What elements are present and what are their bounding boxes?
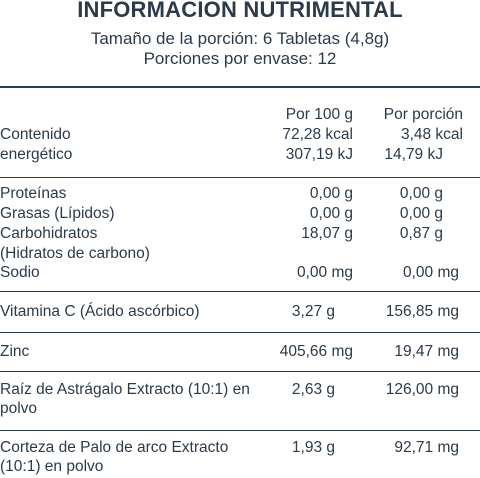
zinc-label: Zinc xyxy=(0,343,30,360)
pau-darco-label: Corteza de Palo de arco Extracto xyxy=(0,439,229,456)
astragalus-label-line2: polvo xyxy=(0,400,38,417)
macro-per-100g: 0,00 mg xyxy=(296,264,353,281)
energy-label-line2: energético xyxy=(0,146,73,163)
astragalus-per-serving: 126,00 mg xyxy=(385,381,459,398)
energy-kj-serving: 14,79 kJ xyxy=(384,146,443,163)
macro-label: Proteínas xyxy=(0,185,67,202)
macro-per-serving: 0,00 g xyxy=(399,185,443,202)
energy-kj-100g: 307,19 kJ xyxy=(285,146,353,163)
macro-per-serving: 0,87 g xyxy=(399,225,443,242)
energy-kcal-100g: 72,28 kcal xyxy=(282,126,353,143)
pau-darco-per-100g: 1,93 g xyxy=(291,439,335,456)
macro-label: Sodio xyxy=(0,264,40,281)
pau-darco-label-line2: (10:1) en polvo xyxy=(0,458,104,475)
macro-label: Carbohidratos xyxy=(0,225,98,242)
zinc-per-serving: 19,47 mg xyxy=(394,343,459,360)
divider xyxy=(0,332,480,333)
serving-size: Tamaño de la porción: 6 Tabletas (4,8g) xyxy=(90,29,390,48)
zinc-per-100g: 405,66 mg xyxy=(279,343,353,360)
divider xyxy=(0,291,480,292)
pau-darco-per-serving: 92,71 mg xyxy=(394,439,459,456)
macro-label: Grasas (Lípidos) xyxy=(0,205,115,222)
vitamin-c-per-serving: 156,85 mg xyxy=(385,303,459,320)
column-header-per-serving: Por porción xyxy=(383,106,463,123)
macro-label-line2: (Hidratos de carbono) xyxy=(0,245,150,262)
servings-per-container: Porciones por envase: 12 xyxy=(143,49,337,68)
vitamin-c-label: Vitamina C (Ácido ascórbico) xyxy=(0,303,200,320)
vitamin-c-per-100g: 3,27 g xyxy=(291,303,335,320)
macro-per-serving: 0,00 g xyxy=(399,205,443,222)
divider xyxy=(0,177,480,178)
header-divider xyxy=(0,86,480,88)
macro-per-100g: 0,00 g xyxy=(309,185,353,202)
astragalus-label: Raíz de Astrágalo Extracto (10:1) en xyxy=(0,381,250,398)
macro-per-100g: 18,07 g xyxy=(301,225,353,242)
divider xyxy=(0,430,480,431)
column-header-per-100g: Por 100 g xyxy=(285,106,353,123)
page-title: INFORMACIÓN NUTRIMENTAL xyxy=(77,0,403,22)
energy-label: Contenido xyxy=(0,126,71,143)
astragalus-per-100g: 2,63 g xyxy=(291,381,335,398)
divider xyxy=(0,371,480,372)
macro-per-100g: 0,00 g xyxy=(309,205,353,222)
energy-kcal-serving: 3,48 kcal xyxy=(400,126,463,143)
macro-per-serving: 0,00 mg xyxy=(402,264,459,281)
